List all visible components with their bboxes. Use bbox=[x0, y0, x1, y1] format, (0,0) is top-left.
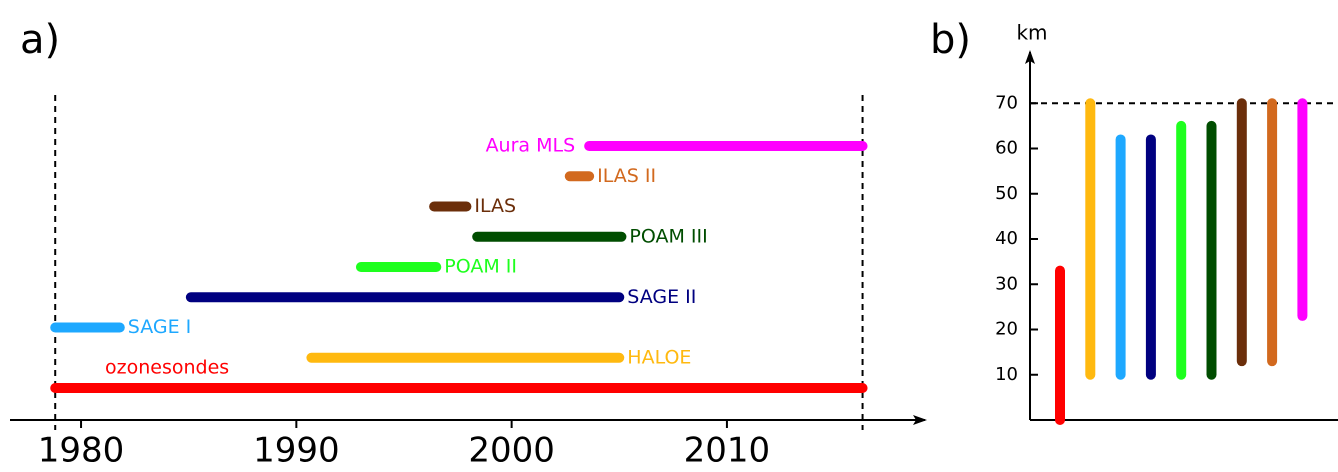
y-axis-label: km bbox=[1016, 21, 1047, 45]
y-tick-label: 50 bbox=[995, 183, 1018, 204]
y-tick-label: 60 bbox=[995, 138, 1018, 159]
y-tick-label: 10 bbox=[995, 364, 1018, 385]
x-tick-label: 1980 bbox=[38, 431, 125, 471]
x-tick-label: 2000 bbox=[468, 431, 555, 471]
bar-label: ILAS II bbox=[597, 165, 656, 187]
panel-label: a) bbox=[20, 17, 60, 63]
y-tick-label: 70 bbox=[995, 92, 1018, 113]
bar-label: POAM II bbox=[444, 256, 517, 278]
bar-label: ozonesondes bbox=[105, 357, 229, 379]
bar-label: POAM III bbox=[629, 225, 707, 247]
bar-label: ILAS bbox=[474, 195, 516, 217]
x-tick-label: 1990 bbox=[253, 431, 340, 471]
x-tick-label: 2010 bbox=[684, 431, 771, 471]
y-tick-label: 40 bbox=[995, 228, 1018, 249]
y-tick-label: 30 bbox=[995, 273, 1018, 294]
panel-label: b) bbox=[930, 17, 971, 63]
bar-label: SAGE II bbox=[627, 286, 696, 308]
bar-label: SAGE I bbox=[128, 316, 191, 338]
bar-label: Aura MLS bbox=[486, 135, 576, 157]
bar-label: HALOE bbox=[627, 346, 691, 368]
y-tick-label: 20 bbox=[995, 319, 1018, 340]
